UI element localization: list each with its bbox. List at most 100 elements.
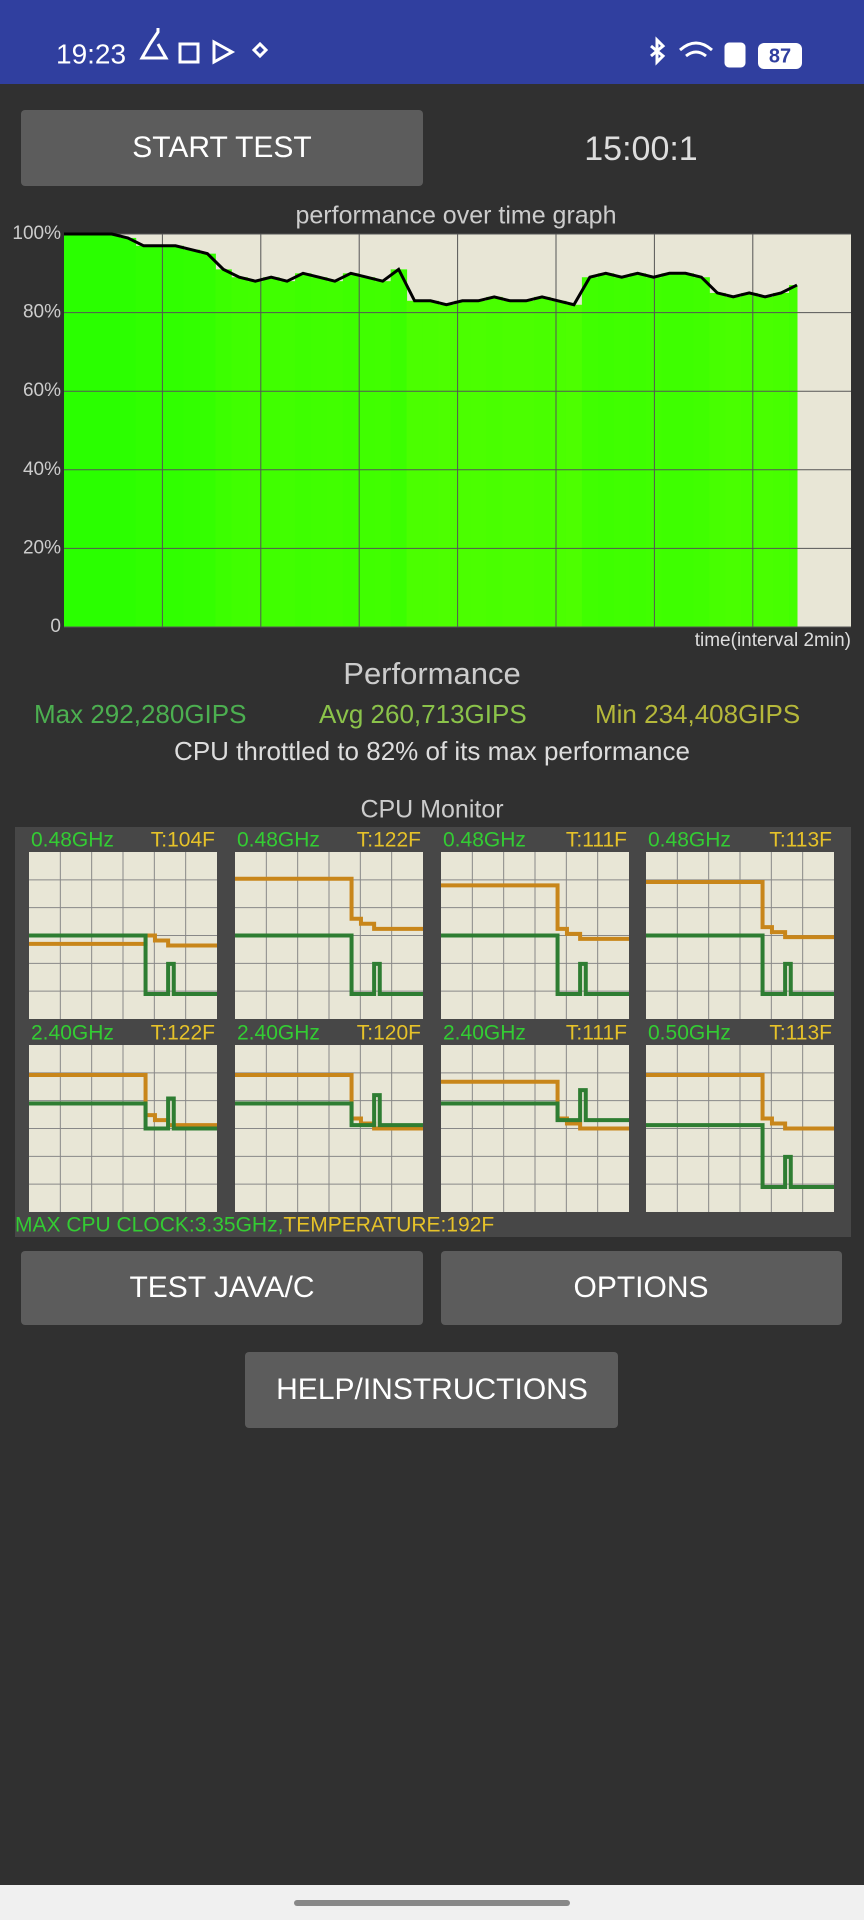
cpu-temp-line — [646, 1073, 834, 1131]
perf-band — [709, 292, 726, 627]
cpu-freq: 0.48GHz — [443, 829, 526, 852]
cpu-freq: 2.40GHz — [237, 1022, 320, 1045]
perf-band — [358, 277, 376, 627]
cpu-temp: T:113F — [769, 1022, 832, 1045]
perf-band — [502, 300, 519, 627]
perf-band — [518, 300, 535, 627]
cpu-freq: 0.48GHz — [648, 829, 731, 852]
x-axis-label: time(interval 2min) — [695, 630, 851, 651]
perf-band — [215, 269, 232, 627]
perf-band — [597, 273, 615, 627]
start-button-label[interactable]: START TEST — [132, 131, 312, 164]
help-button[interactable] — [245, 1352, 618, 1428]
perf-band — [741, 292, 758, 627]
perf-band — [167, 245, 185, 628]
start-button[interactable] — [21, 110, 423, 186]
max-cpu-clock: MAX CPU CLOCK:3.35GHz, — [15, 1214, 283, 1237]
perf-band — [438, 304, 455, 627]
perf-band — [661, 273, 678, 627]
perf-band — [199, 253, 216, 627]
cpu-freq: 2.40GHz — [443, 1022, 526, 1045]
help-button-label[interactable]: HELP/INSTRUCTIONS — [276, 1373, 588, 1406]
options-button[interactable] — [441, 1251, 842, 1325]
perf-band — [693, 277, 710, 627]
cpu-temp: T:122F — [357, 829, 421, 852]
cpu-freq-line — [646, 933, 834, 996]
perf-band — [534, 296, 551, 627]
cpu-freq-line — [441, 933, 629, 996]
throttle-text: CPU throttled to 82% of its max performa… — [174, 736, 690, 766]
cpu-temp: T:113F — [769, 829, 832, 852]
y-tick-label: 40% — [23, 459, 61, 480]
perf-band — [119, 237, 137, 627]
cpu-temp: T:104F — [151, 829, 215, 852]
cpu-temp: T:111F — [566, 1022, 627, 1045]
options-button-label[interactable]: OPTIONS — [573, 1271, 708, 1304]
perf-band — [103, 234, 121, 627]
java-button[interactable] — [21, 1251, 423, 1325]
perf-band — [151, 245, 169, 628]
y-tick-label: 20% — [23, 537, 61, 558]
perf-band — [231, 277, 248, 627]
chart-title: performance over time graph — [296, 202, 617, 230]
perf-band — [342, 273, 360, 627]
perf-band — [71, 234, 89, 627]
perf-band — [247, 281, 264, 627]
status-icons — [139, 28, 746, 68]
perf-band — [183, 249, 200, 627]
perf-band — [64, 234, 73, 627]
cpu-freq-line — [646, 1123, 834, 1189]
perf-band — [613, 277, 631, 627]
max-performance: Max 292,280GIPS — [34, 699, 246, 729]
perf-band — [390, 269, 408, 627]
cpu-freq-line — [235, 1093, 423, 1128]
cpu-temp: T:111F — [566, 829, 627, 852]
cpu-temp: T:120F — [357, 1022, 421, 1045]
cpu-freq-line — [29, 1096, 217, 1131]
perf-band — [677, 273, 694, 627]
cpu-monitor-title: CPU Monitor — [360, 796, 503, 824]
cpu-temp: T:122F — [151, 1022, 215, 1045]
y-tick-label: 100% — [12, 223, 61, 244]
perf-band — [725, 296, 742, 627]
clock: 19:23 — [56, 38, 126, 69]
perf-band — [645, 277, 663, 627]
perf-band — [486, 296, 503, 627]
cpu-freq: 0.50GHz — [648, 1022, 731, 1045]
cpu-temp-line — [235, 1073, 423, 1131]
perf-band — [550, 300, 567, 627]
status-bar — [0, 0, 864, 84]
battery — [758, 43, 802, 69]
perf-band — [470, 300, 487, 627]
y-tick-label: 80% — [23, 302, 61, 323]
perf-band — [310, 277, 328, 627]
performance-heading: Performance — [343, 656, 520, 691]
cpu-freq-line — [441, 1088, 629, 1123]
home-handle[interactable] — [294, 1900, 570, 1906]
perf-band — [406, 300, 424, 627]
cpu-freq: 2.40GHz — [31, 1022, 114, 1045]
cpu-freq-line — [29, 933, 217, 996]
perf-band — [757, 296, 774, 627]
perf-band — [135, 245, 153, 628]
perf-band — [565, 304, 583, 627]
perf-band — [87, 234, 105, 627]
cpu-temp-line — [235, 876, 423, 931]
y-tick-label: 60% — [23, 380, 61, 401]
java-button-label[interactable]: TEST JAVA/C — [129, 1271, 314, 1304]
perf-band — [295, 273, 312, 627]
perf-band — [581, 277, 599, 627]
min-performance: Min 234,408GIPS — [595, 699, 800, 729]
perf-band — [374, 281, 392, 627]
perf-band — [279, 281, 296, 627]
cpu-temp-line — [646, 880, 834, 940]
perf-band — [454, 300, 471, 627]
y-tick-label: 0 — [50, 616, 61, 637]
cpu-temp-line — [441, 883, 629, 941]
perf-band — [773, 292, 790, 627]
perf-band — [422, 300, 439, 627]
perf-band — [629, 273, 647, 627]
cpu-freq: 0.48GHz — [237, 829, 320, 852]
perf-band — [326, 281, 344, 627]
